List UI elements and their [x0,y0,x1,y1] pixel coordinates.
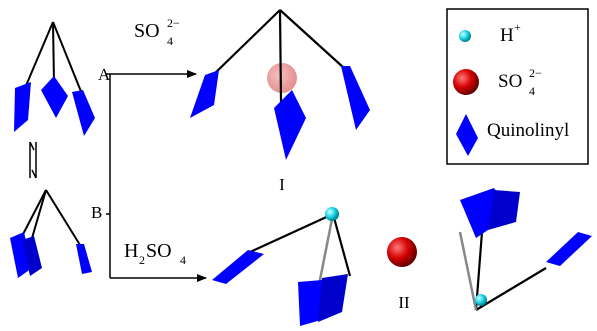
quinolinyl-ring [22,236,42,276]
complex-i [190,9,370,160]
quinolinyl-icon [456,114,478,156]
svg-text:H: H [124,240,138,262]
conformer-a [14,21,95,136]
quinolinyl-ring [41,76,68,118]
bond [29,189,47,246]
svg-text:2−: 2− [167,16,180,30]
svg-text:2: 2 [139,253,145,267]
bond [24,21,54,89]
sulfate-icon [453,69,479,95]
hydrogen-bond [458,231,478,311]
reaction-arrows [106,70,207,282]
legend-quinolinyl: Quinolinyl [487,120,569,141]
complex-ii-right [458,188,592,311]
svg-text:2−: 2− [529,66,542,80]
sulfate-ion [387,237,417,267]
svg-text:SO: SO [146,240,172,262]
bond [19,189,47,241]
svg-text:4: 4 [529,84,535,98]
label-a: A [98,65,111,84]
proton [325,207,339,221]
bond [52,21,55,84]
quinolinyl-ring [341,66,370,130]
complex-ii-left [212,207,352,326]
quinolinyl-ring [76,244,92,274]
bond [52,21,83,95]
quinolinyl-ring [546,232,592,266]
label-so4-arrow: SO 2− 4 [134,16,180,48]
equilibrium-arrows [29,141,37,179]
proton-icon [459,30,471,42]
legend-h-plus: H [500,25,514,46]
bond [45,189,81,246]
quinolinyl-ring [488,190,520,230]
label-h2so4-arrow: H 2 SO 4 [124,240,186,267]
bond [278,9,283,103]
sulfate-encapsulated [267,63,297,93]
bond [331,213,352,277]
quinolinyl-ring [190,70,219,118]
bond [211,9,281,77]
label-i: I [279,175,285,194]
quinolinyl-ring [14,82,31,132]
quinolinyl-ring [212,250,264,284]
quinolinyl-ring [72,90,95,136]
proton [475,294,487,306]
bond [249,212,334,254]
svg-text:4: 4 [180,253,186,267]
quinolinyl-ring [318,274,348,322]
hydrogen-bond [316,213,335,291]
label-ii: II [398,293,410,312]
bond [475,267,547,311]
legend-sulfate: SO [498,71,522,92]
legend: H + SO 2− 4 Quinolinyl [446,8,589,165]
quinolinyl-ring [274,90,306,160]
svg-text:SO: SO [134,20,160,42]
label-b: B [91,203,102,222]
conformer-b [10,189,92,278]
bond [279,9,345,69]
svg-text:+: + [514,20,521,34]
svg-text:4: 4 [167,34,173,48]
